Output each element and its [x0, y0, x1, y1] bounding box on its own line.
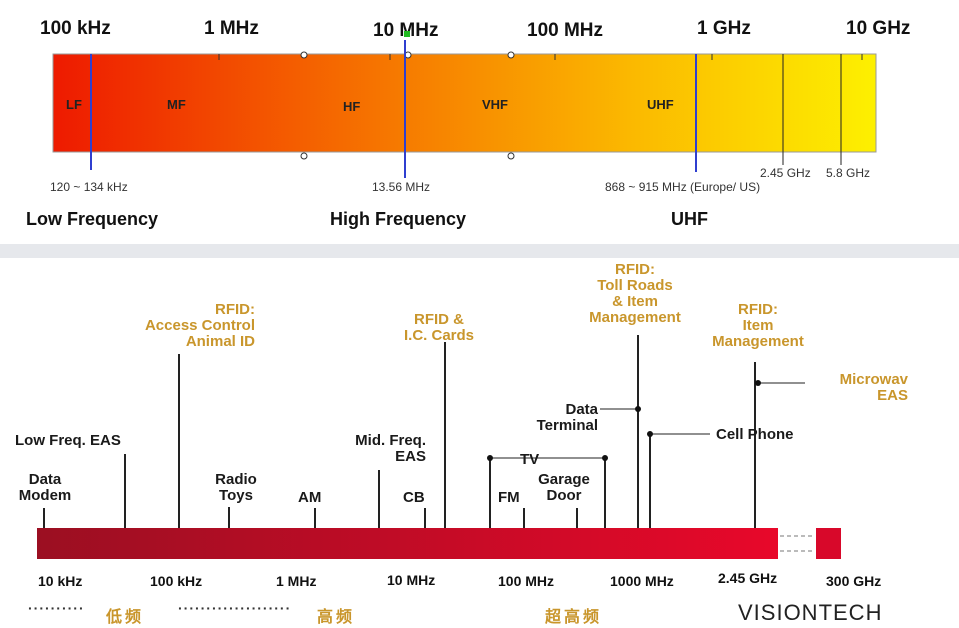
app-label-fm: FM — [498, 489, 520, 506]
scale-label-1mhz: 1 MHz — [204, 18, 259, 39]
dotted-leader-2: ···················· — [178, 600, 292, 616]
green-dot-icon — [404, 31, 410, 37]
cn-label-low-frequency: 低频 — [106, 609, 145, 626]
marker-label-hf: 13.56 MHz — [372, 180, 431, 194]
spectrum-bar — [52, 40, 877, 178]
app-label-cb: CB — [403, 489, 425, 506]
app-label-mid-freq-eas: Mid. Freq. EAS — [355, 432, 426, 465]
freq-label-1mhz: 1 MHz — [276, 573, 317, 589]
rfid-label-toll-roads: RFID: Toll Roads & Item Management — [589, 261, 681, 326]
scale-label-100khz: 100 kHz — [40, 18, 111, 39]
freq-label-1000mhz: 1000 MHz — [610, 573, 674, 589]
range-title-uhf: UHF — [671, 209, 708, 229]
applications-chart — [37, 335, 841, 559]
app-label-tv: TV — [520, 451, 540, 468]
app-label-data-modem: Data Modem — [18, 471, 72, 504]
panel-separator — [0, 244, 959, 258]
rfid-applications-panel: Data Modem Low Freq. EAS Radio Toys AM M… — [0, 258, 959, 628]
rfid-label-microwave-eas: Microwav EAS — [839, 372, 908, 404]
marker-label-uhf: 868 ~ 915 MHz (Europe/ US) — [605, 180, 761, 194]
cn-label-high-frequency: 高频 — [317, 609, 356, 626]
app-label-radio-toys: Radio Toys — [215, 471, 257, 504]
marker-label-2-45ghz: 2.45 GHz — [760, 166, 811, 180]
app-label-garage-door: Garage Door — [538, 471, 590, 504]
freq-label-100khz: 100 kHz — [150, 573, 203, 589]
brand-watermark: VISIONTECH — [738, 600, 883, 625]
scale-label-10ghz: 10 GHz — [846, 18, 911, 39]
dotted-leader-1: ·········· — [28, 600, 85, 616]
marker-label-lf: 120 ~ 134 kHz — [50, 180, 128, 194]
app-label-am: AM — [298, 489, 322, 506]
cn-label-ultra-high-frequency: 超高频 — [545, 609, 603, 626]
frequency-spectrum-panel: 100 kHz 1 MHz 10 MHz 100 MHz 1 GHz 10 GH… — [0, 0, 959, 244]
band-label-uhf: UHF — [647, 97, 674, 112]
app-label-low-freq-eas: Low Freq. EAS — [15, 432, 121, 449]
scale-label-100mhz: 100 MHz — [527, 20, 604, 41]
scale-label-1ghz: 1 GHz — [697, 18, 751, 39]
marker-label-5-8ghz: 5.8 GHz — [826, 166, 871, 180]
freq-label-10mhz: 10 MHz — [387, 572, 436, 588]
band-label-vhf: VHF — [482, 97, 508, 112]
freq-label-10khz: 10 kHz — [38, 573, 83, 589]
app-label-data-terminal: Data Terminal — [536, 401, 598, 434]
freq-label-300ghz: 300 GHz — [826, 573, 882, 589]
rfid-label-ic-cards: RFID & I.C. Cards — [403, 311, 475, 344]
freq-label-2-45ghz: 2.45 GHz — [718, 570, 778, 586]
range-title-high-frequency: High Frequency — [330, 209, 467, 229]
scale-label-10mhz: 10 MHz — [373, 20, 439, 41]
band-label-mf: MF — [167, 97, 186, 112]
band-label-lf: LF — [66, 97, 82, 112]
freq-label-100mhz: 100 MHz — [498, 573, 555, 589]
rfid-label-item-management: RFID: Item Management — [712, 301, 804, 350]
band-label-hf: HF — [343, 99, 361, 114]
range-title-low-frequency: Low Frequency — [26, 209, 159, 229]
app-label-cell-phone: Cell Phone — [716, 426, 794, 443]
rfid-label-access-control: RFID: Access Control Animal ID — [144, 301, 255, 350]
